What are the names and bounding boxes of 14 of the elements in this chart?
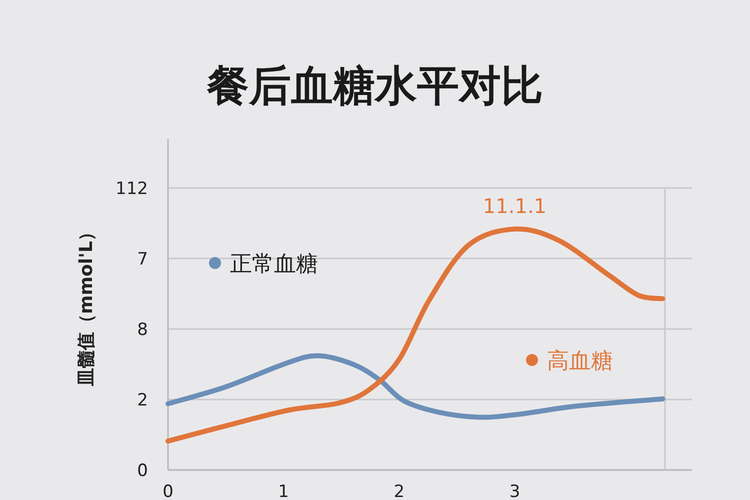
annotation: 11.1.1 xyxy=(482,194,547,218)
x-tick-label: 1 xyxy=(278,482,289,500)
text: 112 xyxy=(116,178,148,199)
text: 8 xyxy=(137,320,148,340)
x-tick-label: 2 xyxy=(394,482,405,500)
text: 7 xyxy=(137,249,148,270)
text: 0 xyxy=(137,461,148,481)
y-axis-title: 皿髓值（mmol'L） xyxy=(76,222,97,388)
x-tick-label: 0 xyxy=(162,482,174,500)
legend-label: 正常血糖 xyxy=(230,252,318,277)
legend-label: 高血糖 xyxy=(547,349,613,374)
text: 2 xyxy=(137,390,148,410)
chart-title: 餐后血糖水平对比 xyxy=(206,61,543,110)
x-tick-label: 3 xyxy=(509,482,520,500)
